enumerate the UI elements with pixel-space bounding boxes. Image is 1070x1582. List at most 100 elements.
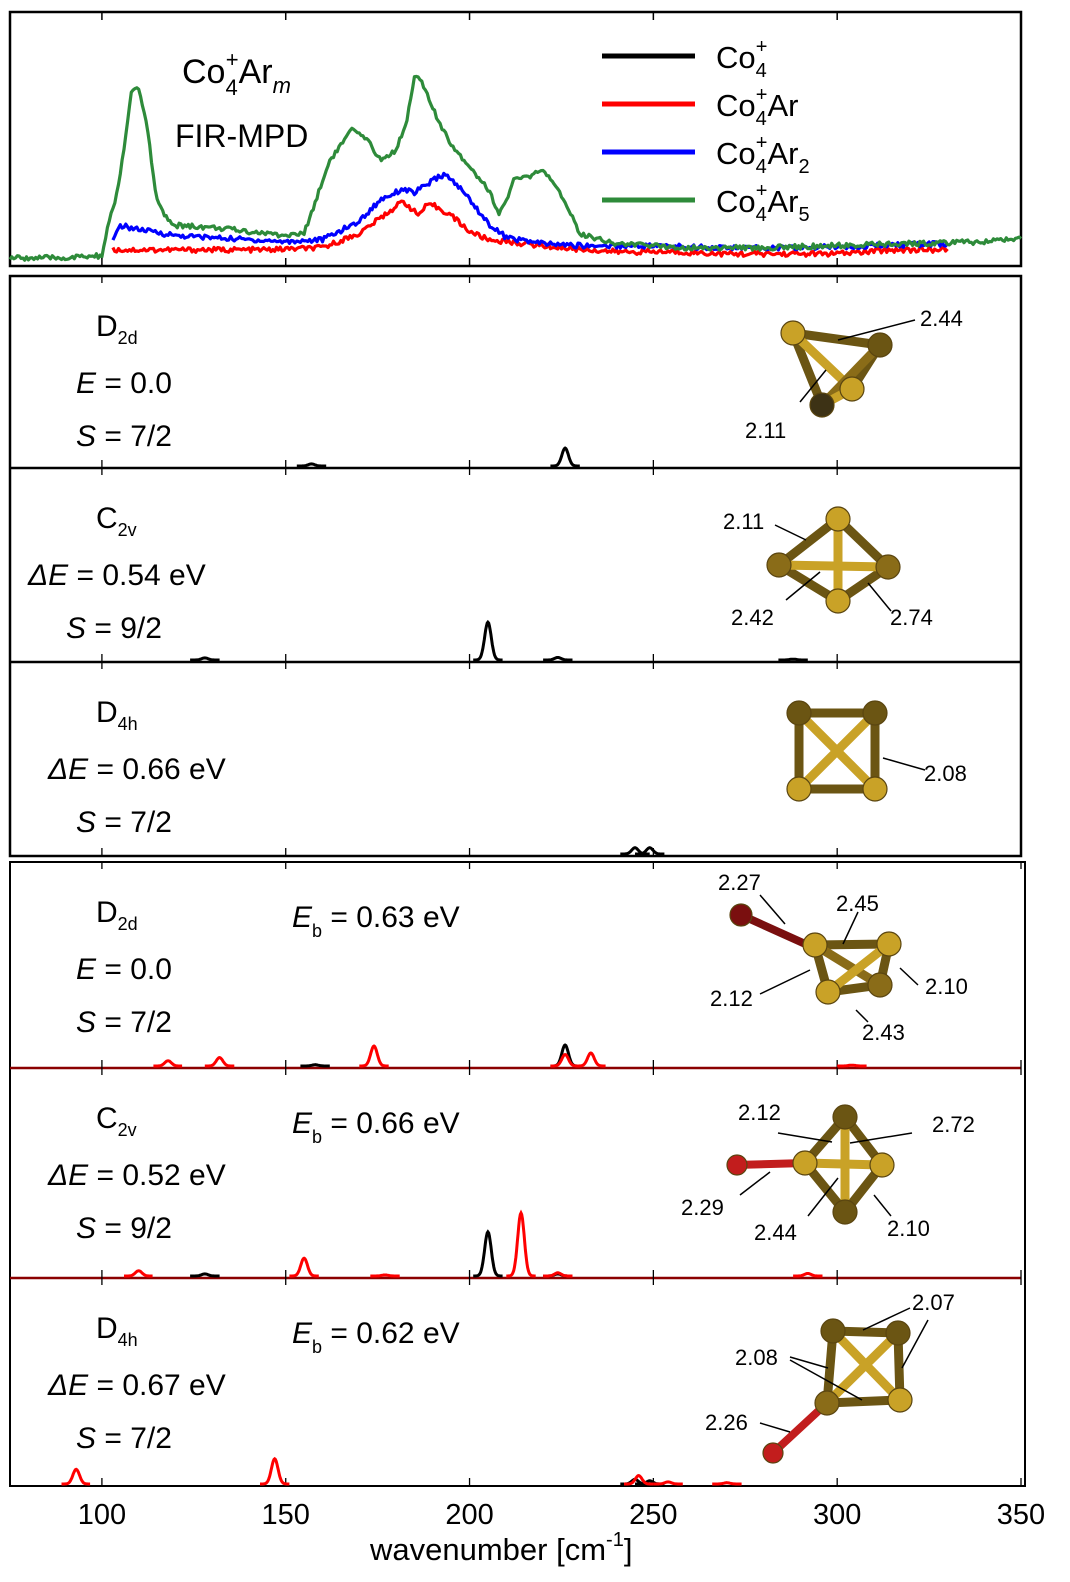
bond-length-label: 2.42 [731, 605, 774, 630]
cluster-structures: 2.44 2.11 2.11 2.42 2.74 2.08 2.27 2.45 2.12 2.10… [681, 306, 975, 1464]
leader-line [807, 1177, 839, 1217]
atom [802, 932, 828, 958]
peak-red [124, 1269, 153, 1278]
binding-energy-label: Eb = 0.66 eV [292, 1107, 460, 1147]
x-axis: 100 150 200 250 300 350 [78, 1499, 1045, 1531]
peak-black [473, 1229, 503, 1278]
structure-co4-d2d: 2.44 2.11 [745, 306, 963, 443]
atom [726, 1154, 748, 1176]
experiment-method: FIR-MPD [175, 118, 308, 154]
peak-red [260, 1456, 290, 1486]
atom [869, 1152, 895, 1178]
atom [786, 776, 812, 802]
legend-label: Co4+ [716, 36, 767, 82]
peak-red [653, 1480, 683, 1486]
atom [820, 1318, 846, 1344]
structure-co4-c2v: 2.11 2.42 2.74 [723, 506, 933, 630]
leader-line [842, 911, 859, 945]
peak-black [190, 656, 220, 662]
bond [788, 328, 885, 350]
leader-line [873, 1194, 892, 1217]
bond-length-label: 2.43 [862, 1020, 905, 1045]
peak-red [370, 1273, 400, 1278]
bond-length-label: 2.74 [890, 605, 933, 630]
atom [832, 1104, 858, 1130]
peak-red [624, 1474, 654, 1486]
experiment-ticks [101, 12, 1022, 266]
symmetry-label: C2v [96, 502, 137, 540]
leader-line [759, 1422, 791, 1433]
bond-length-label: 2.26 [705, 1410, 748, 1435]
peak-red [506, 1209, 536, 1278]
leader-line [882, 757, 926, 771]
atom [862, 776, 888, 802]
leader-line [799, 369, 827, 403]
binding-energy-label: Eb = 0.62 eV [292, 1317, 460, 1357]
spin-label: S = 9/2 [76, 1212, 172, 1245]
bond-length-label: 2.44 [920, 306, 963, 331]
leader-line [901, 1319, 929, 1369]
energy-label: ΔE = 0.66 eV [47, 753, 226, 786]
energy-label: ΔE = 0.54 eV [27, 559, 206, 592]
atom [792, 1150, 818, 1176]
bond [822, 1328, 903, 1408]
bond-length-label: 2.72 [932, 1112, 975, 1137]
bond-length-label: 2.08 [735, 1345, 778, 1370]
atom [809, 392, 835, 418]
energy-label: E = 0.0 [76, 367, 172, 400]
co4ar-group-frame [9, 861, 1026, 1487]
bond-length-label: 2.08 [924, 761, 967, 786]
leader-line [837, 319, 916, 341]
leader-line [774, 524, 807, 541]
spin-label: S = 9/2 [66, 612, 162, 645]
atom [814, 1390, 840, 1416]
leader-line [862, 1307, 911, 1331]
series-line-Co4+Ar2 [111, 171, 949, 252]
bond-length-label: 2.45 [836, 891, 879, 916]
energy-label: ΔE = 0.67 eV [47, 1369, 226, 1402]
peak-black [550, 446, 580, 468]
peak-red [359, 1044, 389, 1068]
peak-red [289, 1256, 319, 1278]
bond [823, 939, 894, 997]
peak-black [635, 846, 665, 856]
symmetry-label: D2d [96, 896, 138, 934]
structure-co4ar-c2v: 2.12 2.72 2.29 2.44 2.10 [681, 1100, 975, 1245]
structure-co4ar-d4h: 2.07 2.08 2.26 [705, 1290, 955, 1464]
x-tick-label: 150 [262, 1499, 310, 1531]
structure-co4ar-d2d: 2.27 2.45 2.12 2.10 2.43 [710, 870, 968, 1045]
atom [867, 332, 893, 358]
leader-line [849, 1132, 913, 1144]
atom [815, 979, 841, 1005]
atom [825, 506, 851, 532]
peak-black [300, 1063, 330, 1068]
peak-red [837, 1063, 867, 1068]
atom [885, 1320, 911, 1346]
peak-red [61, 1467, 91, 1486]
atom [832, 1199, 858, 1225]
atom [729, 903, 753, 927]
legend-label: Co4+Ar5 [716, 180, 810, 226]
legend-label: Co4+Ar2 [716, 132, 810, 178]
peak-red [153, 1059, 183, 1068]
series-line-Co4+Ar5 [8, 74, 1023, 262]
atom [825, 588, 851, 614]
x-axis-title: wavenumber [cm-1] [369, 1529, 632, 1567]
atom [762, 1442, 784, 1464]
symmetry-label: D4h [96, 696, 138, 734]
panel-1: D2d E = 0.0 S = 7/2 [10, 276, 1022, 470]
bond-length-label: 2.10 [925, 974, 968, 999]
peak-black [778, 657, 808, 662]
bond [810, 940, 885, 990]
panel-4: D2d E = 0.0 S = 7/2 Eb = 0.63 eV [10, 862, 1022, 1070]
atom [867, 972, 893, 998]
peak-red [543, 1271, 573, 1278]
atom [780, 320, 806, 346]
series-line-Co4+Ar [111, 199, 949, 258]
leader-line [777, 1132, 833, 1143]
bond-length-label: 2.11 [745, 418, 786, 443]
spin-label: S = 7/2 [76, 806, 172, 839]
